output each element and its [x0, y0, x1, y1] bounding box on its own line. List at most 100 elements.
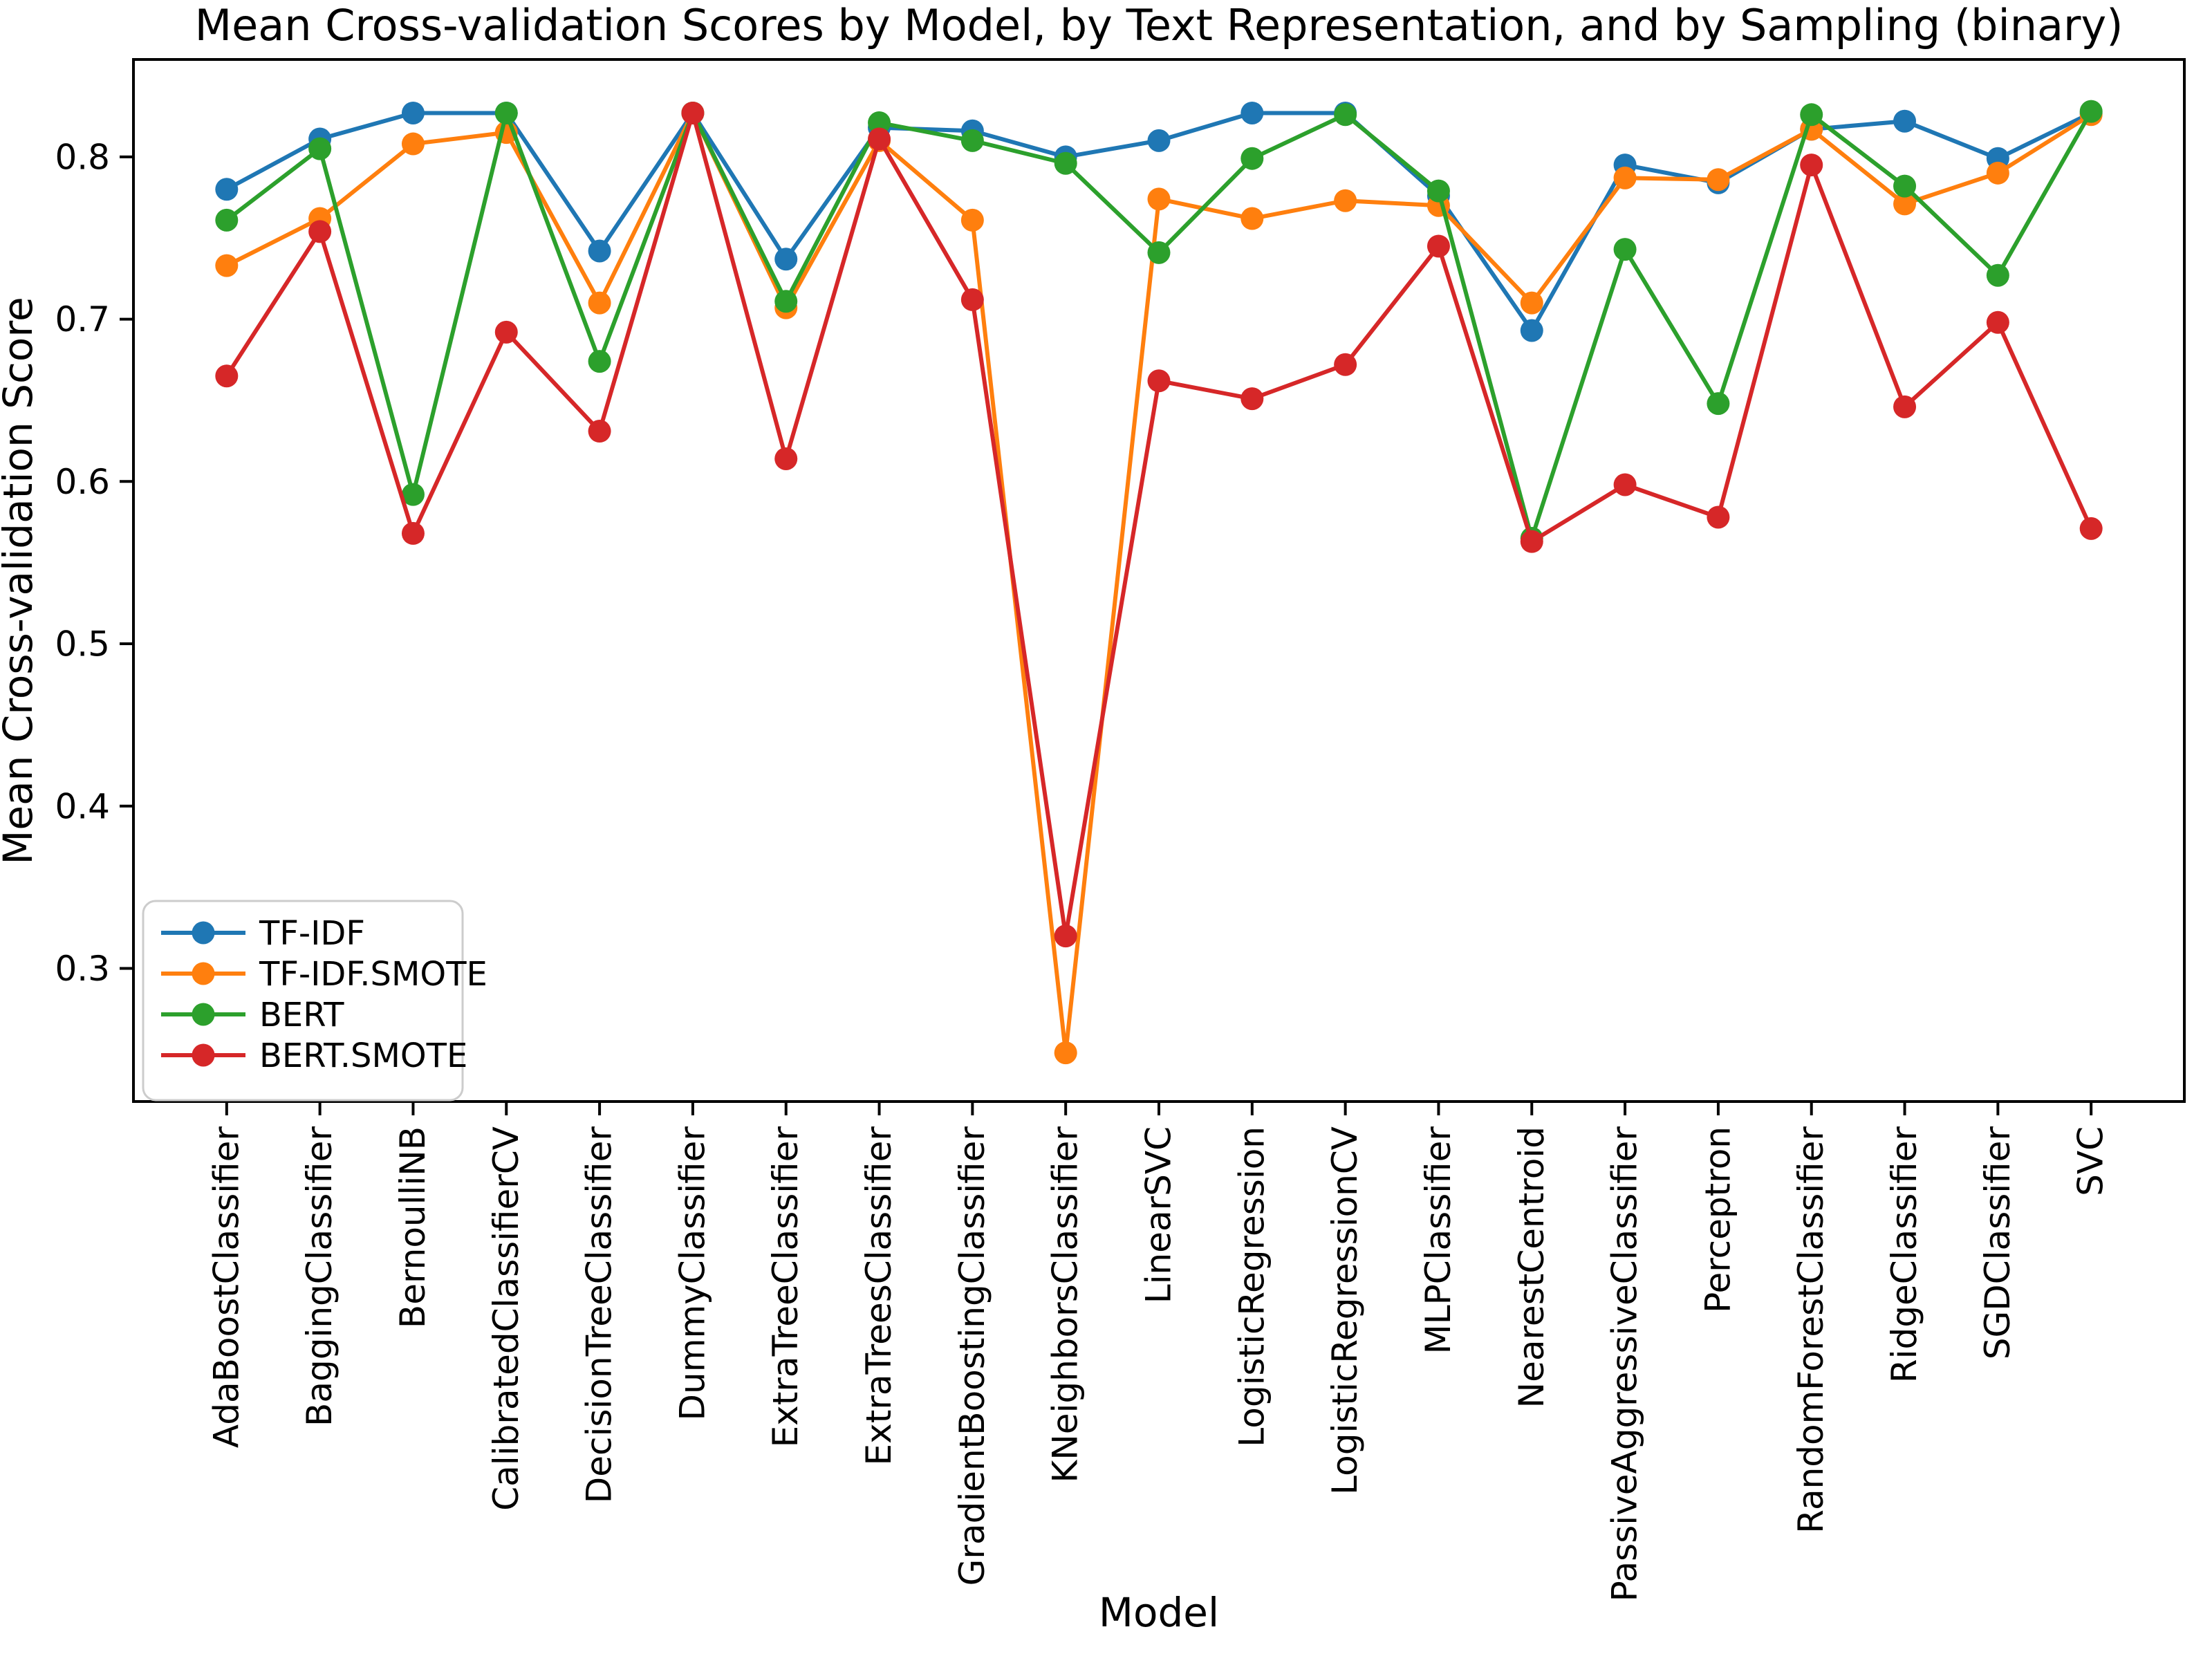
series-marker-BERT	[868, 111, 891, 135]
x-tick-label: DecisionTreeClassifier	[579, 1126, 620, 1504]
legend-marker-TF-IDF	[192, 921, 215, 945]
series-marker-BERT.SMOTE	[774, 447, 798, 470]
series-marker-BERT.SMOTE	[1707, 505, 1730, 529]
x-tick-label: BaggingClassifier	[299, 1126, 340, 1427]
x-tick-label: GradientBoostingClassifier	[952, 1126, 992, 1586]
x-tick-label: CalibratedClassifierCV	[486, 1126, 526, 1511]
series-marker-BERT.SMOTE	[1520, 530, 1543, 553]
series-marker-BERT	[2079, 100, 2103, 123]
series-marker-TF-IDF	[1240, 101, 1264, 124]
series-marker-BERT	[1986, 263, 2009, 287]
series-marker-BERT.SMOTE	[868, 127, 891, 151]
series-marker-BERT.SMOTE	[308, 220, 332, 243]
x-tick-label: BernoulliNB	[393, 1126, 433, 1328]
y-tick-label: 0.6	[55, 462, 110, 502]
series-marker-TF-IDF.SMOTE	[1613, 166, 1637, 189]
series-marker-TF-IDF.SMOTE	[1520, 291, 1543, 315]
x-tick-label: SVC	[2071, 1126, 2111, 1196]
series-marker-BERT.SMOTE	[1893, 395, 1917, 418]
series-line-BERT.SMOTE	[225, 111, 2093, 938]
series-marker-TF-IDF	[215, 178, 239, 201]
series-marker-BERT	[1147, 241, 1171, 264]
x-tick-label: PassiveAggressiveClassifier	[1605, 1126, 1645, 1602]
series-marker-TF-IDF.SMOTE	[1707, 168, 1730, 192]
series-marker-BERT.SMOTE	[588, 420, 611, 443]
series-marker-BERT	[1426, 179, 1450, 203]
series-marker-BERT	[308, 137, 332, 160]
legend-marker-BERT	[192, 1003, 215, 1026]
y-tick-label: 0.7	[55, 299, 110, 340]
series-marker-BERT	[588, 350, 611, 373]
legend-marker-TF-IDF.SMOTE	[192, 962, 215, 985]
series-marker-BERT.SMOTE	[401, 521, 425, 545]
series-marker-TF-IDF.SMOTE	[1986, 161, 2009, 185]
y-tick-label: 0.3	[55, 949, 110, 989]
x-tick-label: LinearSVC	[1139, 1126, 1179, 1303]
series-marker-TF-IDF	[1520, 319, 1543, 342]
series-marker-BERT	[1707, 392, 1730, 416]
y-axis-label: Mean Cross-validation Score	[0, 297, 41, 864]
x-tick-label: RidgeClassifier	[1884, 1126, 1924, 1384]
x-tick-label: NearestCentroid	[1512, 1126, 1552, 1408]
x-axis-label: Model	[1099, 1589, 1219, 1636]
series-marker-BERT.SMOTE	[960, 288, 984, 311]
x-tick-label: KNeighborsClassifier	[1045, 1126, 1086, 1483]
series-marker-TF-IDF.SMOTE	[1893, 192, 1917, 216]
series-marker-BERT	[1240, 147, 1264, 170]
series-marker-TF-IDF	[1893, 109, 1917, 133]
chart-title: Mean Cross-validation Scores by Model, b…	[195, 0, 2123, 50]
x-tick-label: ExtraTreesClassifier	[859, 1126, 899, 1466]
legend-label-TF-IDF.SMOTE: TF-IDF.SMOTE	[259, 955, 487, 994]
series-marker-TF-IDF.SMOTE	[215, 254, 239, 277]
x-tick-label: MLPClassifier	[1418, 1126, 1458, 1355]
plot-area: 0.3 0.4 0.5 0.6 0.7 0.8 AdaBoostClassifier Bagg…	[55, 58, 2186, 1602]
series-marker-BERT.SMOTE	[1986, 310, 2009, 334]
series-marker-BERT	[1613, 238, 1637, 261]
x-tick-label: RandomForestClassifier	[1791, 1126, 1831, 1534]
legend-label-BERT.SMOTE: BERT.SMOTE	[259, 1037, 467, 1075]
series-marker-TF-IDF.SMOTE	[401, 132, 425, 156]
series-marker-BERT	[215, 208, 239, 232]
legend-marker-BERT.SMOTE	[192, 1043, 215, 1067]
series-marker-BERT.SMOTE	[1613, 473, 1637, 496]
series-marker-BERT.SMOTE	[2079, 517, 2103, 540]
series-marker-BERT.SMOTE	[494, 320, 518, 344]
series-marker-TF-IDF	[774, 248, 798, 271]
series-marker-BERT.SMOTE	[1147, 369, 1171, 393]
series-marker-TF-IDF	[588, 239, 611, 263]
series-marker-BERT	[1054, 151, 1077, 175]
y-tick-label: 0.5	[55, 624, 110, 665]
series-marker-BERT	[494, 101, 518, 124]
series-marker-BERT.SMOTE	[681, 101, 705, 124]
series-marker-BERT.SMOTE	[1426, 234, 1450, 258]
series-marker-TF-IDF	[401, 101, 425, 124]
series-marker-BERT	[1800, 103, 1823, 127]
series-marker-TF-IDF.SMOTE	[960, 208, 984, 232]
series-marker-BERT.SMOTE	[1800, 154, 1823, 177]
legend-label-TF-IDF: TF-IDF	[259, 914, 365, 953]
legend-box	[142, 900, 464, 1102]
series-marker-BERT.SMOTE	[215, 364, 239, 388]
y-tick-label: 0.8	[55, 137, 110, 177]
series-marker-TF-IDF.SMOTE	[588, 291, 611, 315]
x-tick-label: LogisticRegression	[1232, 1126, 1272, 1447]
series-marker-TF-IDF.SMOTE	[1147, 187, 1171, 211]
x-tick-label: DummyClassifier	[672, 1126, 712, 1421]
series-marker-BERT	[960, 129, 984, 152]
x-tick-label: ExtraTreeClassifier	[765, 1126, 806, 1448]
series-marker-TF-IDF	[1147, 129, 1171, 152]
x-tick-label: Perceptron	[1698, 1126, 1738, 1313]
x-tick-label: SGDClassifier	[1978, 1126, 2018, 1360]
series-marker-BERT	[774, 290, 798, 313]
series-marker-BERT.SMOTE	[1240, 387, 1264, 411]
x-tick-label: AdaBoostClassifier	[206, 1126, 246, 1449]
series-marker-BERT.SMOTE	[1054, 924, 1077, 948]
series-marker-BERT.SMOTE	[1334, 353, 1357, 376]
series-marker-BERT	[401, 483, 425, 506]
series-marker-TF-IDF.SMOTE	[1334, 189, 1357, 212]
series-marker-TF-IDF.SMOTE	[1240, 207, 1264, 230]
series-marker-BERT	[1893, 174, 1917, 198]
x-tick-label: LogisticRegressionCV	[1325, 1126, 1365, 1495]
